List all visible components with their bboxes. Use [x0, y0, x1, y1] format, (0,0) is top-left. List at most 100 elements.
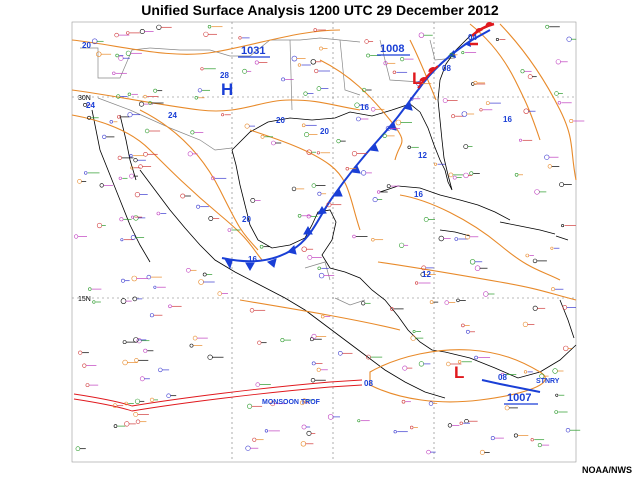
station-marker [318, 272, 325, 279]
station-marker [133, 337, 139, 343]
station-marker [523, 370, 528, 374]
station-marker [522, 321, 529, 328]
map-title: Unified Surface Analysis 1200 UTC 29 Dec… [141, 2, 499, 18]
station-marker [303, 91, 308, 96]
isobar-label: 20 [242, 215, 251, 224]
cold-front-barb-11 [402, 102, 413, 111]
station-marker [85, 383, 90, 388]
station-marker [129, 173, 134, 179]
station-marker [250, 197, 256, 203]
cold-front-line [221, 89, 419, 263]
station-marker [180, 193, 186, 199]
station-marker [135, 419, 141, 424]
station-marker [245, 445, 251, 451]
station-marker [390, 307, 394, 311]
station-marker [227, 228, 232, 232]
station-marker [252, 437, 257, 442]
station-marker [87, 115, 92, 120]
isobar-1024 [71, 89, 361, 112]
station-marker [153, 285, 157, 289]
isobar-central-america [239, 299, 401, 331]
station-marker [452, 175, 457, 180]
station-marker [354, 102, 360, 108]
station-marker [247, 403, 253, 409]
station-marker [115, 53, 119, 58]
station-marker [495, 37, 499, 41]
station-marker [537, 443, 542, 448]
station-marker [448, 172, 454, 178]
station-marker [217, 291, 222, 296]
station-marker [133, 158, 138, 163]
station-marker [113, 424, 118, 428]
station-marker [393, 430, 397, 434]
station-marker [459, 421, 463, 425]
station-marker [249, 308, 255, 313]
warm-front-bump-1 [419, 77, 428, 83]
state-boundary-4 [289, 39, 293, 111]
station-marker [77, 179, 82, 184]
lesser-antilles-coast [559, 299, 575, 339]
us-mexico-border [97, 97, 233, 151]
station-marker [490, 436, 495, 441]
station-marker [447, 423, 453, 428]
station-marker [301, 123, 306, 128]
station-marker [469, 171, 474, 176]
station-marker [168, 304, 172, 309]
lat-label-15n: 15N [78, 296, 91, 303]
station-marker [149, 397, 155, 403]
isobar-1012-caribbean [377, 261, 577, 301]
station-marker [143, 94, 147, 99]
station-marker [310, 378, 316, 383]
station-marker [202, 272, 207, 277]
station-marker [114, 32, 119, 38]
station-marker [361, 301, 366, 306]
station-marker [500, 372, 505, 377]
station-marker [485, 101, 490, 106]
station-marker [527, 74, 533, 80]
station-marker [136, 338, 142, 344]
puerto-rico-coast [555, 235, 569, 241]
station-marker [371, 107, 376, 112]
station-marker [442, 98, 448, 103]
isobar-1016-atlantic [469, 23, 541, 141]
station-marker [304, 132, 310, 138]
isobar-1020-west [71, 114, 263, 261]
station-marker [260, 134, 265, 139]
state-boundary-5 [339, 39, 361, 96]
state-boundary-6 [379, 39, 421, 83]
station-marker [122, 340, 127, 345]
station-marker [96, 222, 103, 229]
station-marker [300, 441, 307, 447]
station-marker [314, 68, 319, 74]
station-marker [446, 361, 451, 367]
gulf-coast-mexico [231, 149, 446, 353]
station-marker [88, 287, 92, 291]
station-marker [132, 296, 138, 302]
low-pressure-center-south: L 1007 [454, 363, 538, 405]
station-marker [428, 401, 434, 406]
station-marker [200, 67, 204, 71]
station-marker [433, 162, 437, 166]
station-marker [449, 52, 454, 57]
station-marker [301, 424, 307, 430]
station-marker [134, 192, 140, 198]
station-marker [120, 238, 124, 242]
state-boundary-3 [249, 37, 361, 57]
isobar-label: 24 [86, 101, 95, 110]
station-marker [426, 449, 431, 455]
stationary-front-label: STNRY [536, 378, 560, 385]
station-marker [386, 184, 391, 189]
station-marker [189, 343, 194, 348]
station-marker [401, 399, 406, 404]
station-marker [337, 350, 343, 356]
station-marker [144, 128, 150, 134]
station-marker [383, 61, 388, 66]
station-marker [562, 305, 568, 310]
station-marker [352, 234, 356, 239]
station-marker [96, 51, 102, 57]
isobar-label: 08 [364, 379, 373, 388]
station-marker [156, 24, 162, 30]
south-america-coast [444, 344, 577, 379]
cold-front-barb-4 [287, 245, 297, 255]
